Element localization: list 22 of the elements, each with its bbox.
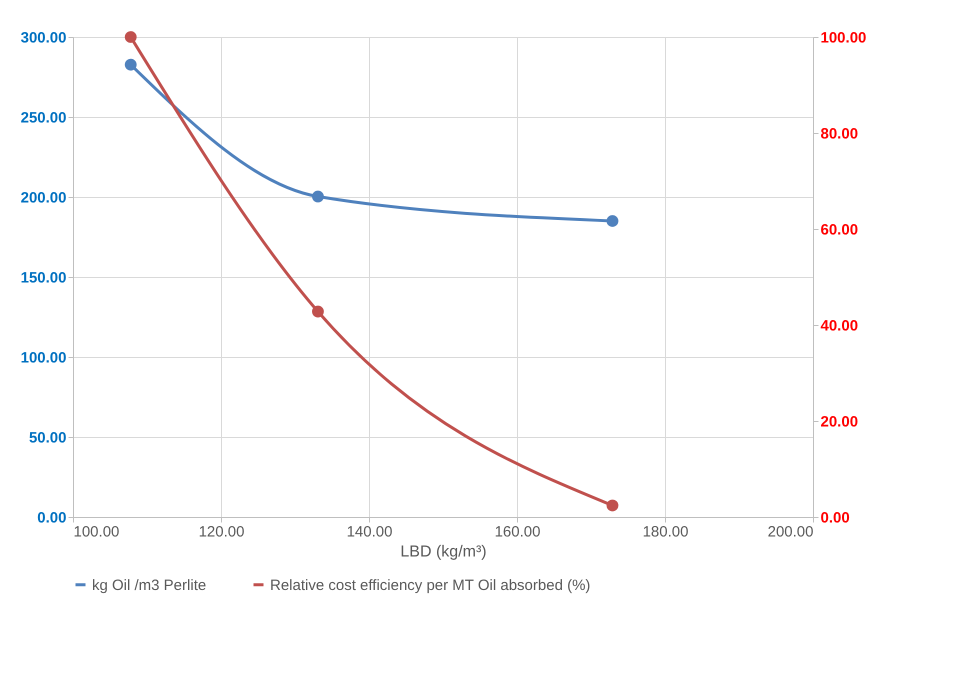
y2-tick-label: 60.00 bbox=[820, 222, 858, 238]
y2-tick-label: 40.00 bbox=[820, 318, 858, 334]
y-tick-label: 100.00 bbox=[20, 350, 66, 366]
x-tick-label: 200.00 bbox=[768, 524, 814, 540]
y2-tick-label: 0.00 bbox=[820, 510, 850, 526]
y2-tick-label: 100.00 bbox=[820, 30, 866, 46]
x-tick-label: 120.00 bbox=[198, 524, 244, 540]
y-tick-label: 250.00 bbox=[20, 110, 66, 126]
x-tick-label: 180.00 bbox=[642, 524, 688, 540]
legend-label: kg Oil /m3 Perlite bbox=[92, 576, 206, 594]
y-tick-label: 50.00 bbox=[28, 430, 66, 446]
y-tick-label: 0.00 bbox=[37, 510, 66, 526]
y2-tick-label: 80.00 bbox=[820, 126, 858, 142]
y-tick-label: 200.00 bbox=[20, 190, 66, 206]
x-tick-label: 140.00 bbox=[346, 524, 392, 540]
x-tick-label: 160.00 bbox=[494, 524, 540, 540]
x-tick-label: 100.00 bbox=[74, 524, 120, 540]
legend-label: Relative cost efficiency per MT Oil absorbed (%) bbox=[270, 576, 590, 594]
y2-tick-label: 20.00 bbox=[820, 414, 858, 430]
x-axis-title: LBD (kg/m³) bbox=[400, 544, 487, 560]
y-tick-label: 150.00 bbox=[20, 270, 66, 286]
y-tick-label: 300.00 bbox=[20, 30, 66, 46]
